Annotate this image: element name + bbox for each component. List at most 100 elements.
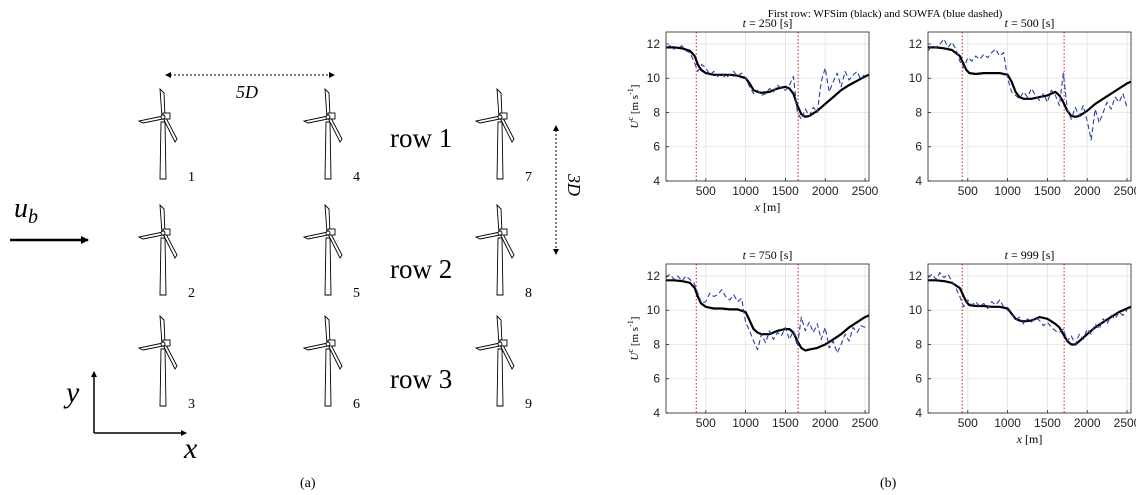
y-tick-label: 10 [647,303,661,317]
y-tick-label: 10 [909,303,923,317]
turbine-blade [302,231,329,240]
turbine-hub [160,230,166,236]
x-tick-label: 500 [696,416,716,430]
turbine-blade [302,342,329,351]
x-tick-label: 2000 [812,184,839,198]
chart-title: t = 750 [s] [743,248,793,262]
row-label-2: row 2 [390,254,452,284]
turbine-tower [496,237,504,296]
turbine-hub [325,341,331,347]
turbine-hub [160,341,166,347]
y-tick-label: 6 [915,372,922,386]
y-tick-label: 4 [653,406,660,420]
turbine-number: 9 [525,397,532,412]
series-wfsim-line [666,46,870,118]
x-tick-label: 1000 [732,184,759,198]
turbine-number: 2 [188,286,195,301]
wind-turbine: 6 [302,314,360,412]
x-tick-label: 1000 [732,416,759,430]
turbine-tower [496,121,504,180]
x-axis-label: x [m] [754,200,781,214]
series-sowfa-line [665,45,866,120]
wind-turbine: 1 [137,87,195,185]
wind-farm-layout-diagram: 5D 3D ub y x 1 2 3 4 5 6 7 8 9 row 1 row 2 row 3… [10,72,584,491]
turbine-hub [497,341,503,347]
y-tick-label: 8 [915,105,922,119]
turbine-blade [137,231,164,240]
y-tick-label: 4 [915,406,922,420]
y-tick-label: 8 [653,105,660,119]
y-tick-label: 12 [647,269,661,283]
turbine-hub [325,230,331,236]
chart-title: t = 500 [s] [1005,16,1055,30]
turbine-number: 3 [188,397,195,412]
y-tick-label: 12 [647,37,661,51]
y-tick-label: 6 [915,140,922,154]
axes-frame [665,31,870,182]
x-tick-label: 2000 [1074,184,1101,198]
x-tick-label: 1500 [772,184,799,198]
turbine-hub [160,114,166,120]
x-axis-label: x [m] [1016,432,1043,446]
wind-turbine: 9 [474,314,532,412]
row-label-3: row 3 [390,364,452,394]
row-label-1: row 1 [390,123,452,153]
wind-turbine: 3 [137,314,195,412]
chart-panel: 500 1000 1500 2000 2500 4 6 8 10 12 t = 500 [s] [909,16,1136,198]
turbine-tower [324,237,332,296]
spacing-x-label: 5D [236,82,258,102]
x-tick-label: 500 [958,416,978,430]
x-tick-label: 1500 [1034,416,1061,430]
turbine-blade [474,115,501,124]
chart-panel: 500 1000 1500 2000 2500 4 6 8 10 12 t = 250 [s] x [… [626,16,879,214]
y-tick-label: 12 [909,37,923,51]
turbine-blade [137,115,164,124]
turbine-tower [324,121,332,180]
y-tick-label: 10 [909,71,923,85]
axis-y-label: y [63,376,80,409]
panel-b-caption: (b) [880,476,897,491]
turbine-number: 5 [353,286,360,301]
wind-turbine: 4 [302,87,360,185]
x-tick-label: 2500 [852,184,879,198]
turbine-tower [496,348,504,407]
x-tick-label: 2000 [1074,416,1101,430]
turbine-tower [159,121,167,180]
turbine-hub [325,114,331,120]
turbine-number: 8 [525,286,532,301]
x-tick-label: 1000 [994,184,1021,198]
velocity-profile-charts: First row: WFSim (black) and SOWFA (blue… [626,8,1136,491]
y-tick-label: 4 [653,174,660,188]
turbine-hub [497,230,503,236]
series-sowfa-line [927,272,1128,346]
axis-x-label: x [183,432,198,465]
wind-turbine: 7 [474,87,532,185]
turbine-number: 1 [188,170,195,185]
chart-title: t = 999 [s] [1005,248,1055,262]
y-axis-label: Uc [m s-1] [626,317,641,361]
x-tick-label: 1500 [1034,184,1061,198]
series-sowfa-line [665,273,866,354]
turbine-number: 7 [525,170,532,185]
y-tick-label: 8 [653,337,660,351]
turbine-tower [324,348,332,407]
x-tick-label: 1500 [772,416,799,430]
supertitle: First row: WFSim (black) and SOWFA (blue… [768,8,1003,20]
wind-turbine: 5 [302,203,360,301]
series-wfsim-line [928,279,1132,346]
axes-frame [927,263,1132,414]
turbine-tower [159,237,167,296]
y-tick-label: 6 [653,372,660,386]
x-tick-label: 2500 [1114,416,1136,430]
chart-panel: 500 1000 1500 2000 2500 4 6 8 10 12 t = 750 [s] Uc … [626,248,879,430]
x-tick-label: 1000 [994,416,1021,430]
x-tick-label: 500 [958,184,978,198]
turbine-number: 4 [353,170,360,185]
series-wfsim-line [666,279,870,352]
wind-turbine: 8 [474,203,532,301]
turbine-number: 6 [353,397,360,412]
y-tick-label: 8 [915,337,922,351]
y-tick-label: 12 [909,269,923,283]
spacing-y-label: 3D [564,173,584,196]
